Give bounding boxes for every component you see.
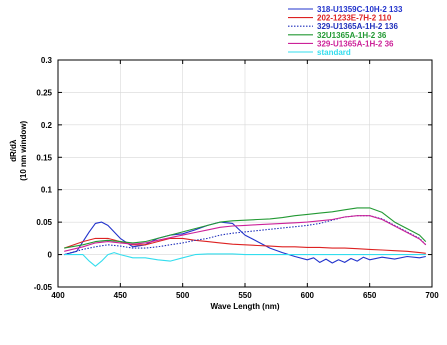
legend-label-1: 318-U1359C-10H-2 133 [317,5,403,14]
series-line-3 [64,215,427,256]
y-tick-label: 0.1 [41,186,53,195]
y-tick-label: 0.3 [41,56,53,65]
y-tick-label: -0.05 [34,283,53,292]
x-tick-label: 700 [425,291,439,300]
legend-label-2: 202-1233E-7H-2 110 [317,14,392,23]
legend-label-6: standard [317,48,351,57]
x-tick-label: 650 [363,291,377,300]
y-tick-label: 0 [48,251,53,260]
x-axis-label: Wave Length (nm) [210,302,279,311]
axis-ticks: 400 450 500 550 600 650 700 -0.05 0 0.05 0.1 0.15 0.… [34,56,439,300]
series-line-5 [64,215,427,252]
x-tick-label: 500 [176,291,190,300]
x-tick-label: 450 [114,291,128,300]
x-tick-label: 550 [238,291,252,300]
y-axis-label: dR/dλ (10 nm window) [9,120,28,180]
legend-label-5: 329-U1365A-1H-2 36 [317,39,394,48]
y-axis-label-line1: dR/dλ [9,139,18,162]
series-line-4 [64,207,427,249]
x-tick-label: 400 [51,291,65,300]
x-tick-label: 600 [301,291,315,300]
y-tick-label: 0.05 [36,218,52,227]
series-layer [64,207,427,267]
y-tick-label: 0.2 [41,121,53,130]
y-tick-label: 0.25 [36,88,52,97]
legend-label-4: 32U1365A-1H-2 36 [317,31,387,40]
series-line-6 [64,252,426,267]
y-axis-label-line2: (10 nm window) [19,120,28,180]
legend-label-3: 329-U1365A-1H-2 136 [317,22,398,31]
series-line-1 [64,221,426,264]
y-tick-label: 0.15 [36,153,52,162]
